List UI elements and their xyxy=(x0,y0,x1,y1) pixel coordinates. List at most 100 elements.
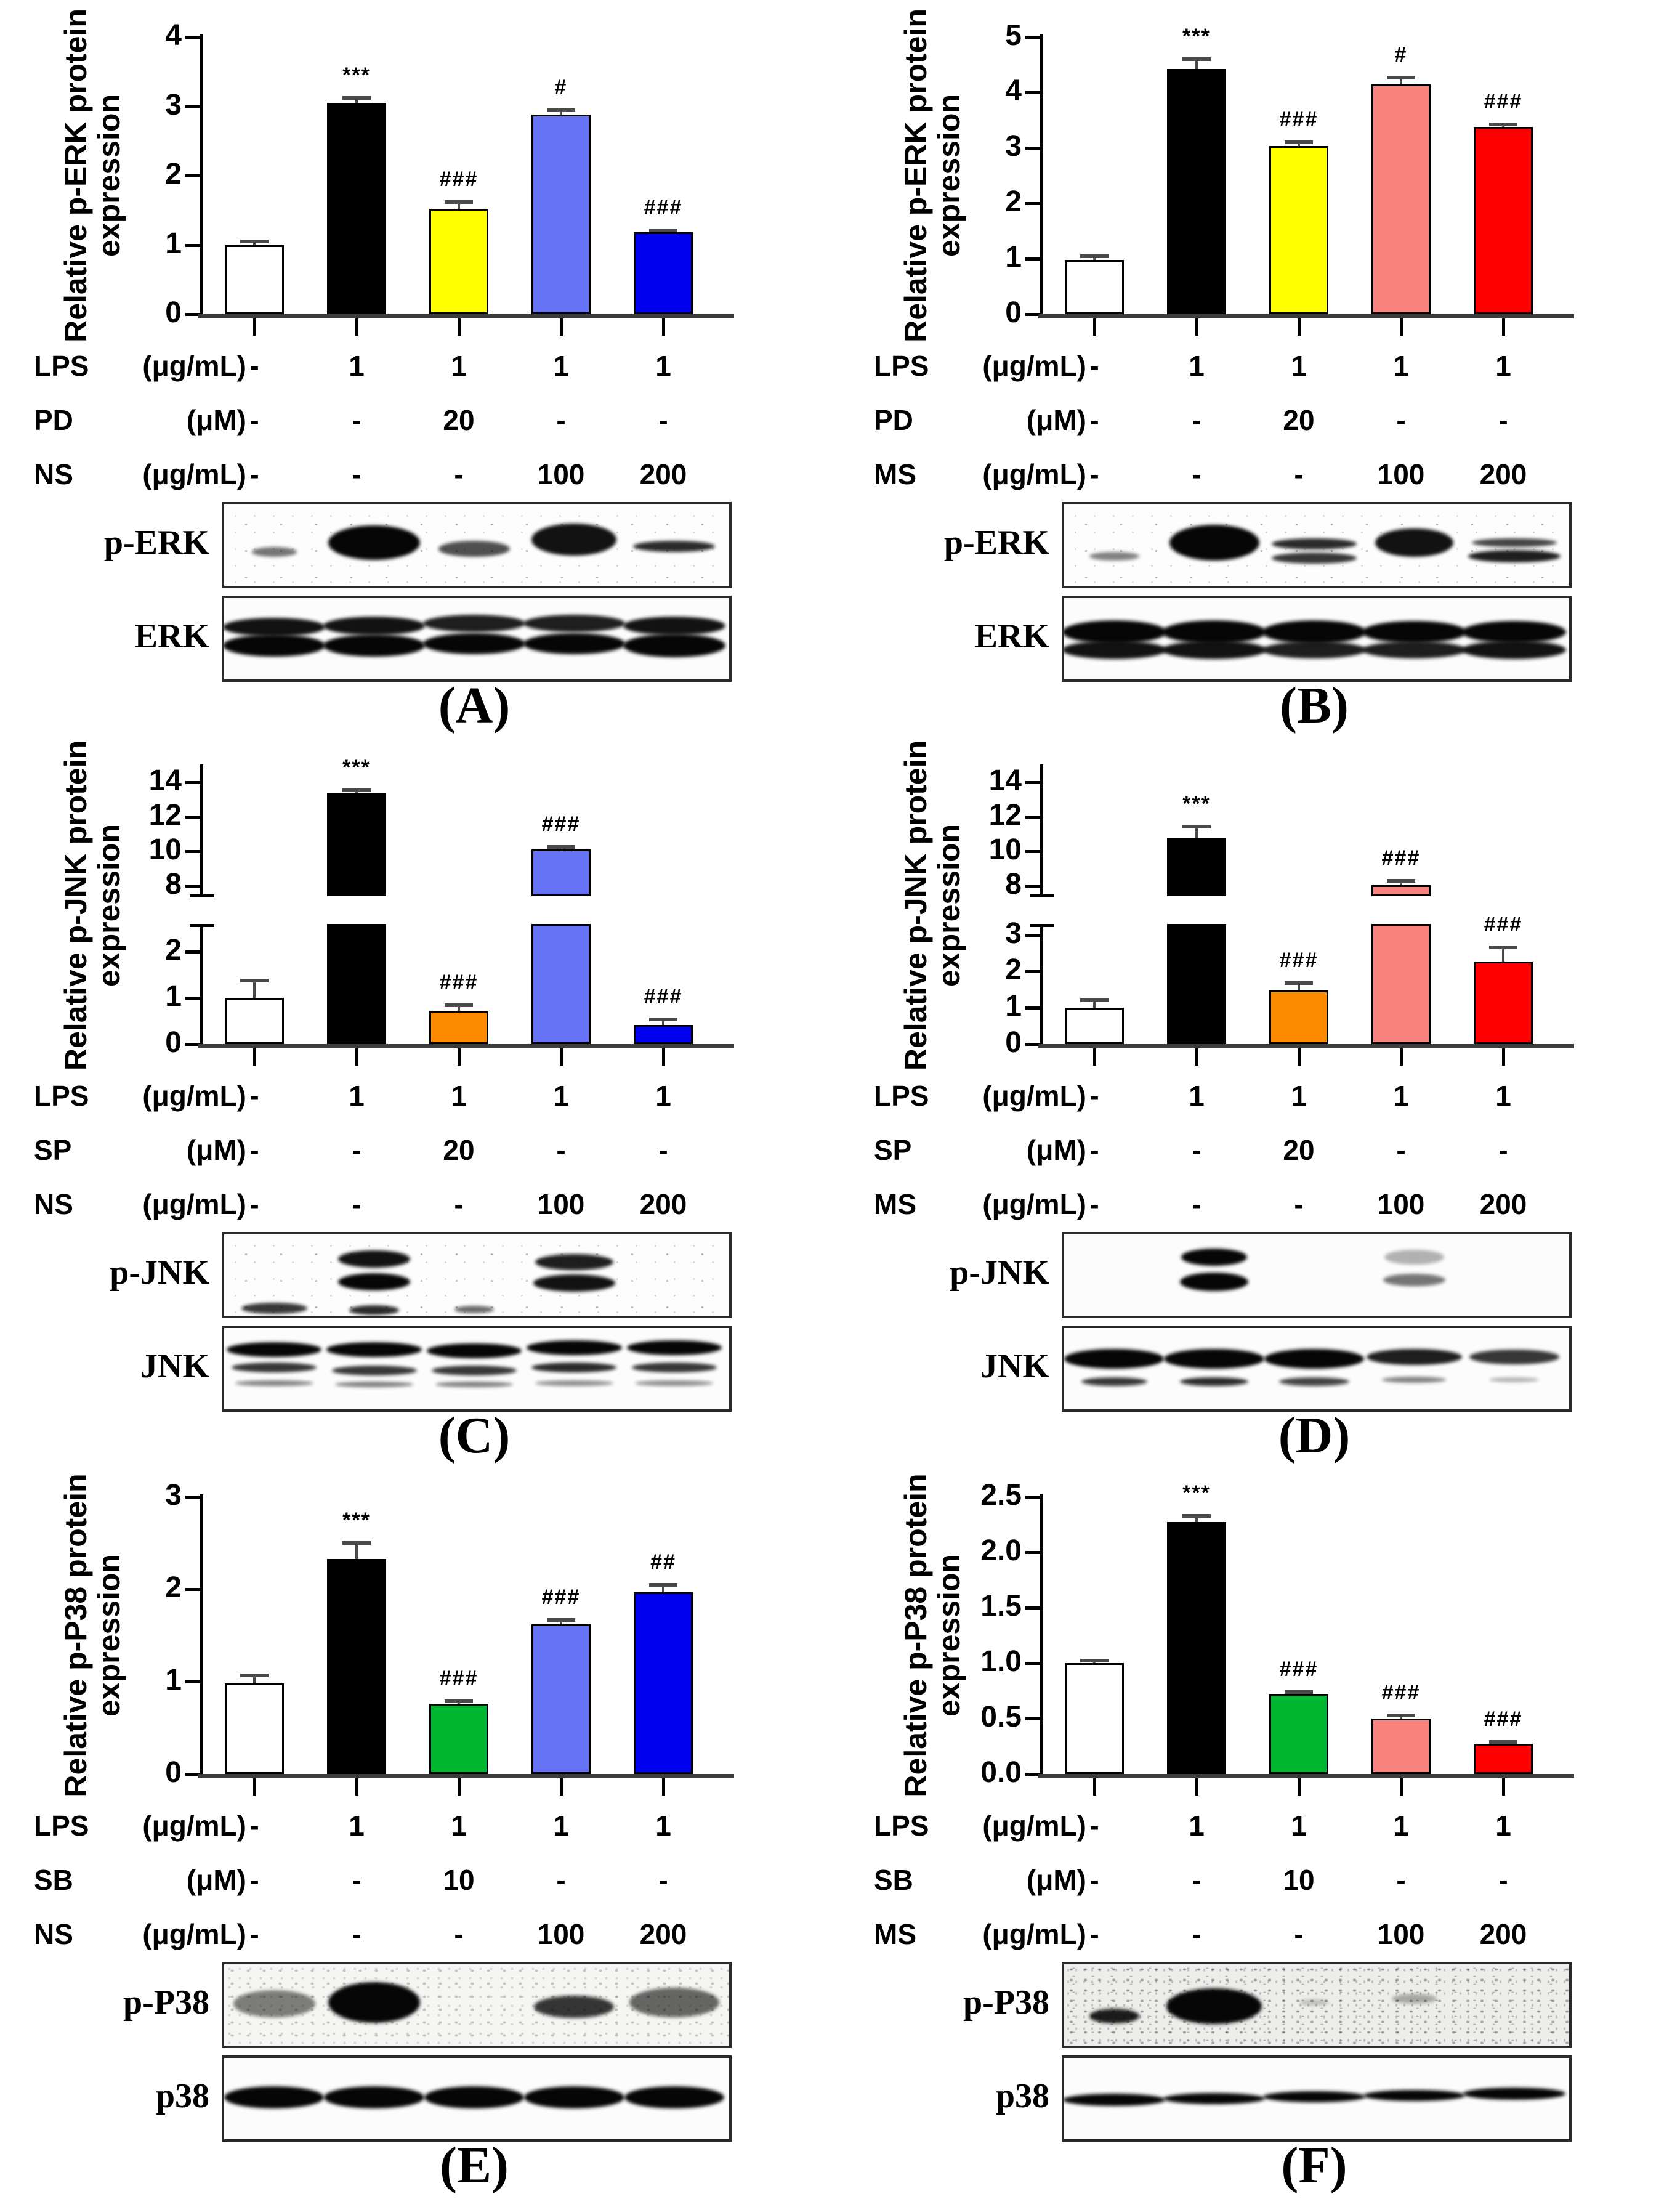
blot-band xyxy=(623,616,725,635)
treatment-value: 1 xyxy=(451,1080,467,1112)
treatment-row-label: SB (μM) xyxy=(874,1863,1086,1897)
blot-band xyxy=(531,524,617,556)
panel-caption: (A) xyxy=(438,677,511,734)
blot-band xyxy=(1169,525,1259,561)
y-axis xyxy=(1040,34,1043,314)
panel-B: Relative p-ERK protein expression 0 1 2 3 4 5 *… xyxy=(840,9,1680,736)
blot-band xyxy=(1180,1377,1248,1386)
bar xyxy=(531,115,591,314)
significance-label: *** xyxy=(1182,25,1211,48)
blot-band xyxy=(1471,538,1557,547)
treatment-value: - xyxy=(658,1134,668,1166)
blot-band xyxy=(1462,620,1567,643)
treatment-unit: (μg/mL) xyxy=(982,1918,1086,1950)
bar-lower-segment xyxy=(1167,924,1226,1044)
blot-label: p-ERK xyxy=(103,524,209,562)
blot-band xyxy=(633,541,716,553)
bar xyxy=(1065,1663,1124,1774)
treatment-value: - xyxy=(1294,458,1304,490)
bar-lower-segment xyxy=(327,924,386,1044)
x-axis-tick xyxy=(458,1048,461,1066)
error-bar-cap xyxy=(445,1003,473,1007)
bar xyxy=(327,1558,386,1774)
error-bar xyxy=(1298,982,1300,990)
blot-band xyxy=(1180,1272,1248,1291)
blot-box xyxy=(222,1232,732,1318)
treatment-value: 100 xyxy=(537,1918,585,1950)
blot-band xyxy=(224,634,326,657)
y-tick-label: 1 xyxy=(1005,241,1022,273)
blot-label: p38 xyxy=(995,2077,1049,2115)
blot-label: p-P38 xyxy=(963,1983,1049,2022)
blot-box xyxy=(1062,1962,1572,2048)
blot-band xyxy=(241,1303,307,1314)
treatment-unit: (μg/mL) xyxy=(982,458,1086,490)
y-axis-tick xyxy=(1025,1006,1040,1010)
treatment-value: - xyxy=(249,1810,259,1842)
blot-band xyxy=(1064,2094,1166,2107)
y-tick-label: 0 xyxy=(165,296,182,329)
y-axis-tick xyxy=(1025,933,1040,937)
x-axis-tick xyxy=(1195,1778,1198,1796)
treatment-unit: (μg/mL) xyxy=(142,458,246,490)
significance-label: ### xyxy=(644,195,683,219)
treatment-value: - xyxy=(249,1134,259,1166)
error-bar xyxy=(253,980,256,998)
blot-band xyxy=(1463,2088,1565,2100)
treatment-value: - xyxy=(658,1864,668,1896)
treatment-value: - xyxy=(1089,1188,1099,1220)
error-bar-cap xyxy=(1080,998,1109,1003)
blot-label: JNK xyxy=(980,1347,1049,1385)
blot-band xyxy=(1262,641,1367,659)
treatment-value: - xyxy=(1089,1080,1099,1112)
y-axis-tick xyxy=(185,1773,200,1776)
blot-band xyxy=(224,618,326,637)
treatment-value: - xyxy=(249,1188,259,1220)
y-tick-label: 3 xyxy=(1005,130,1022,163)
x-axis-tick xyxy=(1195,1048,1198,1066)
blot-band xyxy=(1279,1377,1349,1386)
treatment-name: LPS xyxy=(34,350,89,382)
blot-band xyxy=(349,1305,400,1315)
treatment-value: 200 xyxy=(1479,1918,1527,1950)
treatment-value: - xyxy=(556,404,566,436)
error-bar xyxy=(1093,256,1096,260)
error-bar-cap xyxy=(1489,123,1517,127)
blot-band xyxy=(1181,1249,1248,1266)
y-axis xyxy=(200,1494,203,1774)
bar xyxy=(429,1011,488,1044)
treatment-value: 20 xyxy=(443,404,475,436)
bar xyxy=(327,102,386,314)
error-bar xyxy=(355,98,358,103)
error-bar-cap xyxy=(342,788,371,792)
treatment-row-label: LPS (μg/mL) xyxy=(34,349,246,383)
y-axis-tick xyxy=(185,781,200,785)
panel-caption: (B) xyxy=(1280,677,1349,734)
y-axis-tick xyxy=(185,950,200,954)
error-bar-cap xyxy=(1489,946,1517,950)
treatment-name: SP xyxy=(874,1134,912,1166)
treatment-unit: (μg/mL) xyxy=(142,1918,246,1950)
error-bar-cap xyxy=(1285,140,1313,144)
treatment-name: PD xyxy=(34,404,73,436)
blot-label: ERK xyxy=(974,617,1049,655)
treatment-value: 100 xyxy=(1377,1918,1425,1950)
treatment-row-label: NS (μg/mL) xyxy=(34,458,246,491)
treatment-row-label: LPS (μg/mL) xyxy=(874,1079,1086,1112)
treatment-value: - xyxy=(249,404,259,436)
error-bar-cap xyxy=(342,1541,371,1545)
significance-label: *** xyxy=(342,63,371,87)
blot-label: p-JNK xyxy=(950,1253,1049,1292)
blot-band xyxy=(535,1380,613,1386)
blot-band xyxy=(535,1253,613,1270)
treatment-value: 1 xyxy=(349,1810,365,1842)
treatment-value: 200 xyxy=(639,1918,687,1950)
error-bar-cap xyxy=(649,228,677,232)
error-bar-cap xyxy=(1080,1659,1109,1663)
treatment-row-label: PD (μM) xyxy=(34,403,246,437)
blot-band xyxy=(1375,528,1453,557)
x-axis-tick xyxy=(662,1048,665,1066)
blot-band xyxy=(1362,620,1466,643)
x-axis-tick xyxy=(560,1778,563,1796)
blot-label: JNK xyxy=(140,1347,209,1385)
